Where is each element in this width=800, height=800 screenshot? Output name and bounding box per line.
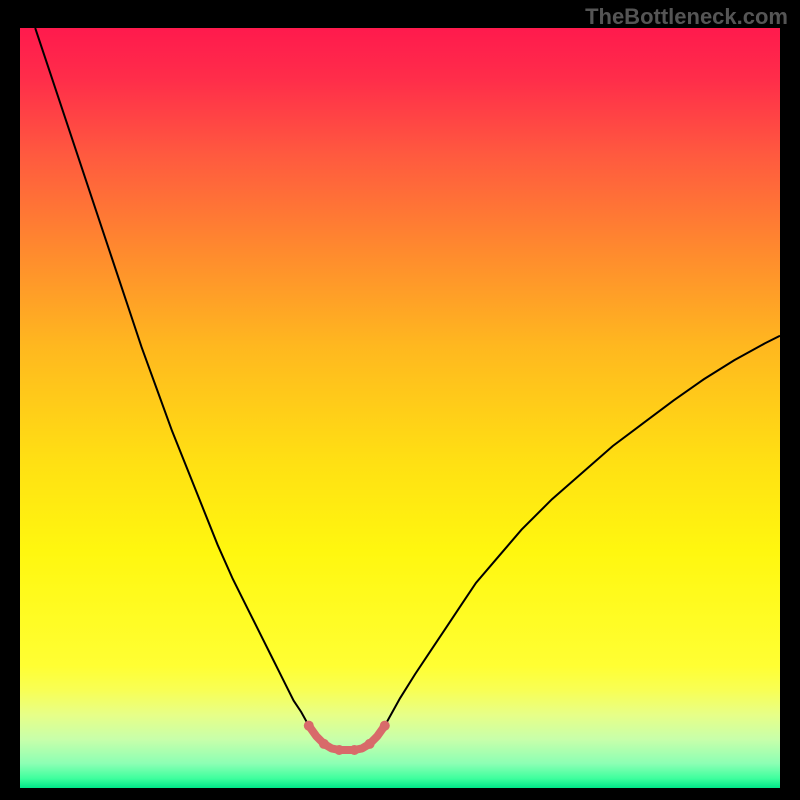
marker-dot [349, 745, 359, 755]
curve-right [385, 336, 780, 726]
plot-area [20, 28, 780, 788]
marker-dot [334, 745, 344, 755]
marker-dot [319, 739, 329, 749]
watermark-text: TheBottleneck.com [585, 4, 788, 30]
marker-dot [304, 721, 314, 731]
marker-dot [365, 739, 375, 749]
curve-svg [20, 28, 780, 788]
marker-dot [380, 721, 390, 731]
curve-left [35, 28, 309, 726]
